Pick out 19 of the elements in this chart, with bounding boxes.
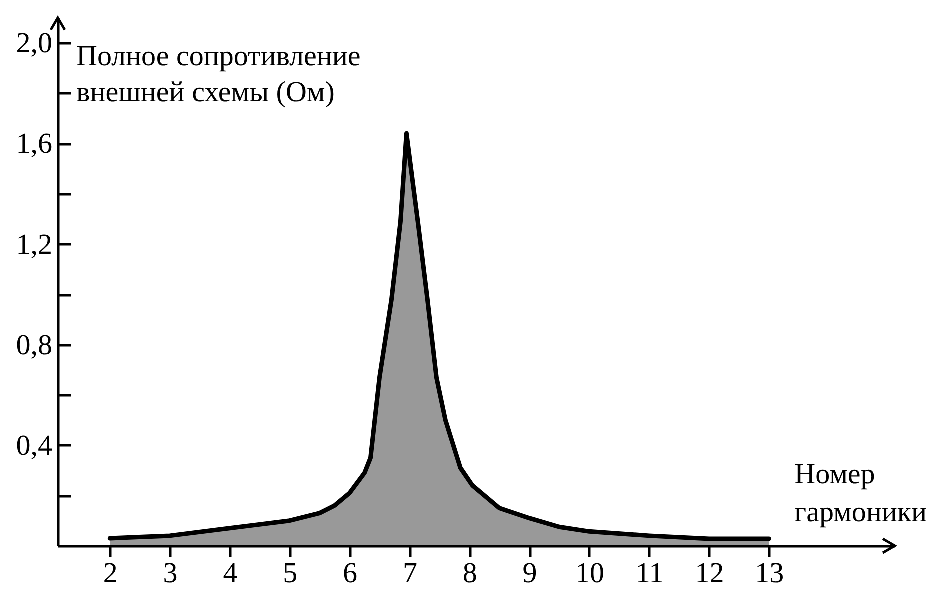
y-tick-label: 1,2 [16, 228, 52, 261]
x-tick-label: 3 [163, 558, 178, 590]
x-tick-label: 9 [522, 558, 538, 590]
x-tick-label: 2 [103, 558, 118, 590]
x-tick-label: 10 [575, 558, 604, 590]
x-tick-label: 13 [755, 558, 784, 590]
x-tick-label: 11 [636, 558, 664, 590]
x-tick-label: 6 [343, 558, 358, 590]
x-tick-label: 5 [283, 558, 298, 590]
y-tick-label: 0,4 [16, 430, 53, 462]
x-tick-label: 12 [695, 558, 724, 590]
x-axis-title: Номер гармоники [794, 458, 928, 528]
y-tick-label: 2,0 [16, 28, 52, 60]
x-tick-label: 4 [223, 558, 238, 590]
x-tick-label: 8 [462, 558, 478, 590]
y-tick-label: 1,6 [16, 128, 52, 160]
y-axis-title: Полное сопротивление внешней схемы (Ом) [76, 40, 361, 108]
y-tick-label: 0,8 [16, 329, 52, 362]
x-tick-label: 7 [402, 558, 418, 590]
